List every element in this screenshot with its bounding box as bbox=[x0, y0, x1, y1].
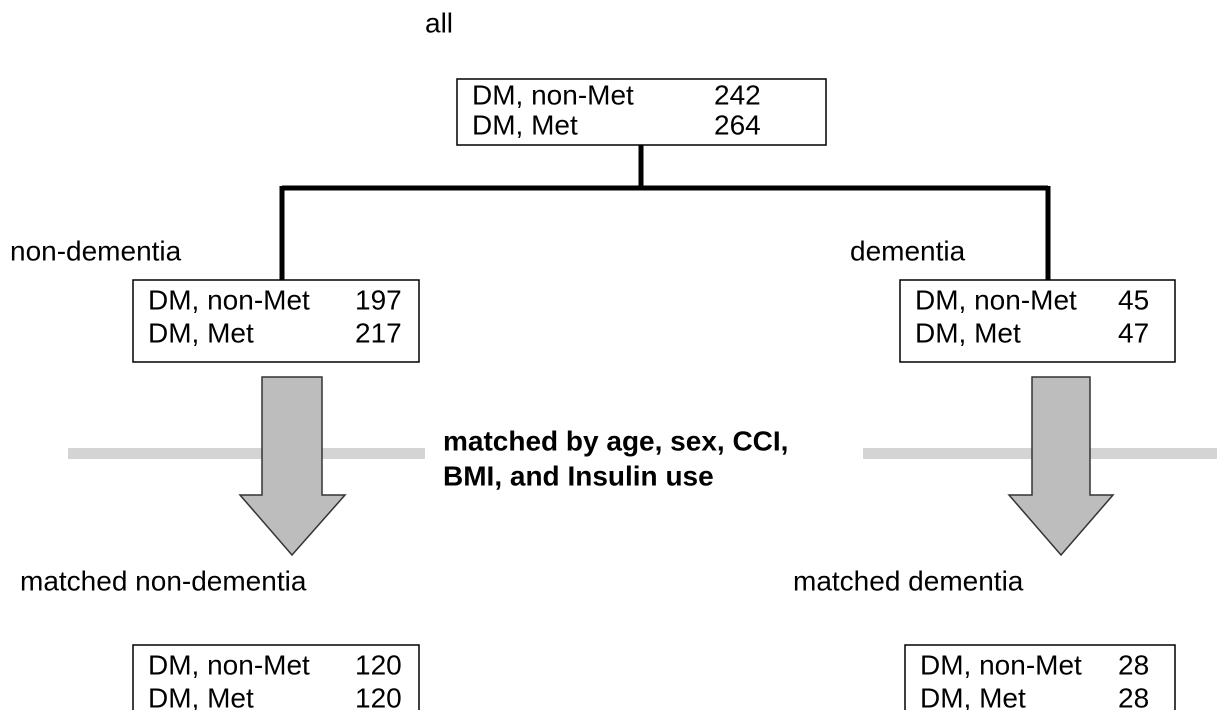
row-label: DM, non-Met bbox=[915, 284, 1077, 315]
node-label: matched non-dementia bbox=[20, 565, 307, 596]
node-box bbox=[899, 279, 1176, 363]
arrow-left bbox=[238, 376, 347, 557]
row-count: 264 bbox=[714, 109, 761, 140]
tree-connector bbox=[279, 145, 1051, 280]
row-count: 120 bbox=[355, 682, 402, 710]
row-count: 197 bbox=[355, 284, 402, 315]
arrow-right bbox=[1007, 376, 1115, 557]
row-label: DM, non-Met bbox=[472, 79, 634, 110]
node-label: all bbox=[425, 7, 453, 38]
row-count: 120 bbox=[355, 649, 402, 680]
row-label: DM, non-Met bbox=[148, 649, 310, 680]
row-label: DM, non-Met bbox=[148, 284, 310, 315]
row-count: 217 bbox=[355, 317, 402, 348]
row-label: DM, Met bbox=[920, 682, 1026, 710]
node-label: non-dementia bbox=[10, 235, 182, 266]
row-count: 45 bbox=[1118, 284, 1149, 315]
row-label: DM, Met bbox=[915, 317, 1021, 348]
row-count: 242 bbox=[714, 79, 761, 110]
connectors bbox=[68, 145, 1217, 557]
row-label: DM, Met bbox=[472, 109, 578, 140]
row-count: 28 bbox=[1118, 682, 1149, 710]
node-box bbox=[904, 644, 1176, 710]
node-box bbox=[456, 78, 827, 146]
row-label: DM, non-Met bbox=[920, 649, 1082, 680]
matching-note: matched by age, sex, CCI, bbox=[443, 425, 788, 456]
row-count: 28 bbox=[1118, 649, 1149, 680]
node-label: matched dementia bbox=[793, 565, 1024, 596]
row-count: 47 bbox=[1118, 317, 1149, 348]
matching-note: BMI, and Insulin use bbox=[443, 460, 714, 491]
node-label: dementia bbox=[850, 235, 966, 266]
row-label: DM, Met bbox=[148, 317, 254, 348]
node-box bbox=[132, 279, 420, 363]
row-label: DM, Met bbox=[148, 682, 254, 710]
divider-left bbox=[68, 448, 425, 459]
node-box bbox=[132, 644, 420, 710]
